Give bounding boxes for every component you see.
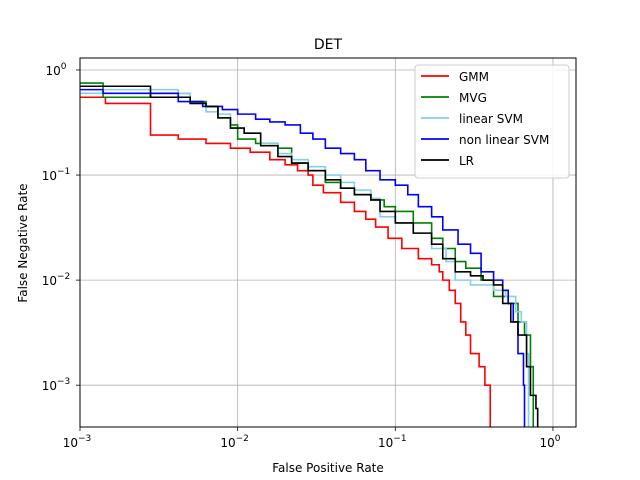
y-tick-exponent: 0 <box>61 62 67 72</box>
legend-label-linear-svm: linear SVM <box>459 112 523 126</box>
legend-box <box>414 64 570 179</box>
x-tick-exponent: −2 <box>236 434 249 444</box>
series-lines <box>80 82 539 427</box>
legend-label-mvg: MVG <box>459 91 487 105</box>
legend-label-gmm: GMM <box>459 70 489 84</box>
x-tick-exponent: −3 <box>78 434 91 444</box>
y-tick-exponent: −1 <box>57 167 70 177</box>
y-axis-label: False Negative Rate <box>16 183 30 302</box>
legend: GMM MVG linear SVM non linear SVM LR <box>414 64 570 179</box>
series-line-lr <box>80 85 539 427</box>
x-tick-exponent: 0 <box>555 434 561 444</box>
y-tick-exponent: −2 <box>57 272 70 282</box>
chart-title: DET <box>314 37 343 53</box>
series-line-gmm <box>80 96 492 427</box>
series-line-linear-svm <box>80 88 530 427</box>
plot-frame <box>79 57 577 428</box>
legend-label-lr: LR <box>459 154 474 168</box>
legend-label-non-linear-svm: non linear SVM <box>459 133 549 147</box>
x-axis-label: False Positive Rate <box>272 461 384 475</box>
y-tick-exponent: −3 <box>57 377 70 387</box>
x-tick-exponent: −1 <box>393 434 406 444</box>
